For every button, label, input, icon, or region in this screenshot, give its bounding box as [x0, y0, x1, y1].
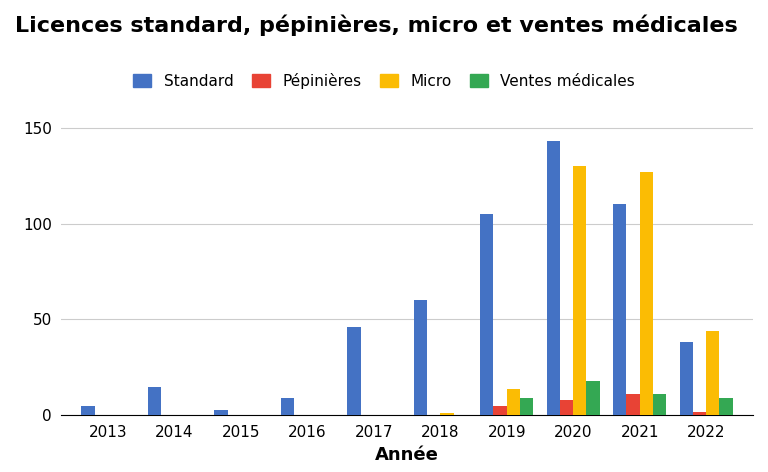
Bar: [587, 381, 600, 415]
Bar: [494, 406, 507, 415]
Bar: [440, 413, 454, 415]
Bar: [680, 343, 693, 415]
Legend: Standard, Pépinières, Micro, Ventes médicales: Standard, Pépinières, Micro, Ventes médi…: [127, 67, 641, 95]
Bar: [347, 327, 360, 415]
Bar: [573, 166, 587, 415]
Bar: [653, 394, 667, 415]
Bar: [507, 388, 520, 415]
Bar: [520, 398, 533, 415]
Bar: [480, 214, 494, 415]
Bar: [147, 387, 161, 415]
Bar: [547, 141, 560, 415]
Bar: [706, 331, 720, 415]
Bar: [613, 204, 627, 415]
Text: Licences standard, pépinières, micro et ventes médicales: Licences standard, pépinières, micro et …: [15, 14, 738, 36]
Bar: [720, 398, 733, 415]
Bar: [214, 410, 227, 415]
Bar: [640, 172, 653, 415]
Bar: [560, 400, 573, 415]
Bar: [693, 412, 706, 415]
Bar: [627, 394, 640, 415]
X-axis label: Année: Année: [375, 446, 439, 464]
Bar: [414, 300, 427, 415]
Bar: [281, 398, 294, 415]
Bar: [81, 406, 94, 415]
